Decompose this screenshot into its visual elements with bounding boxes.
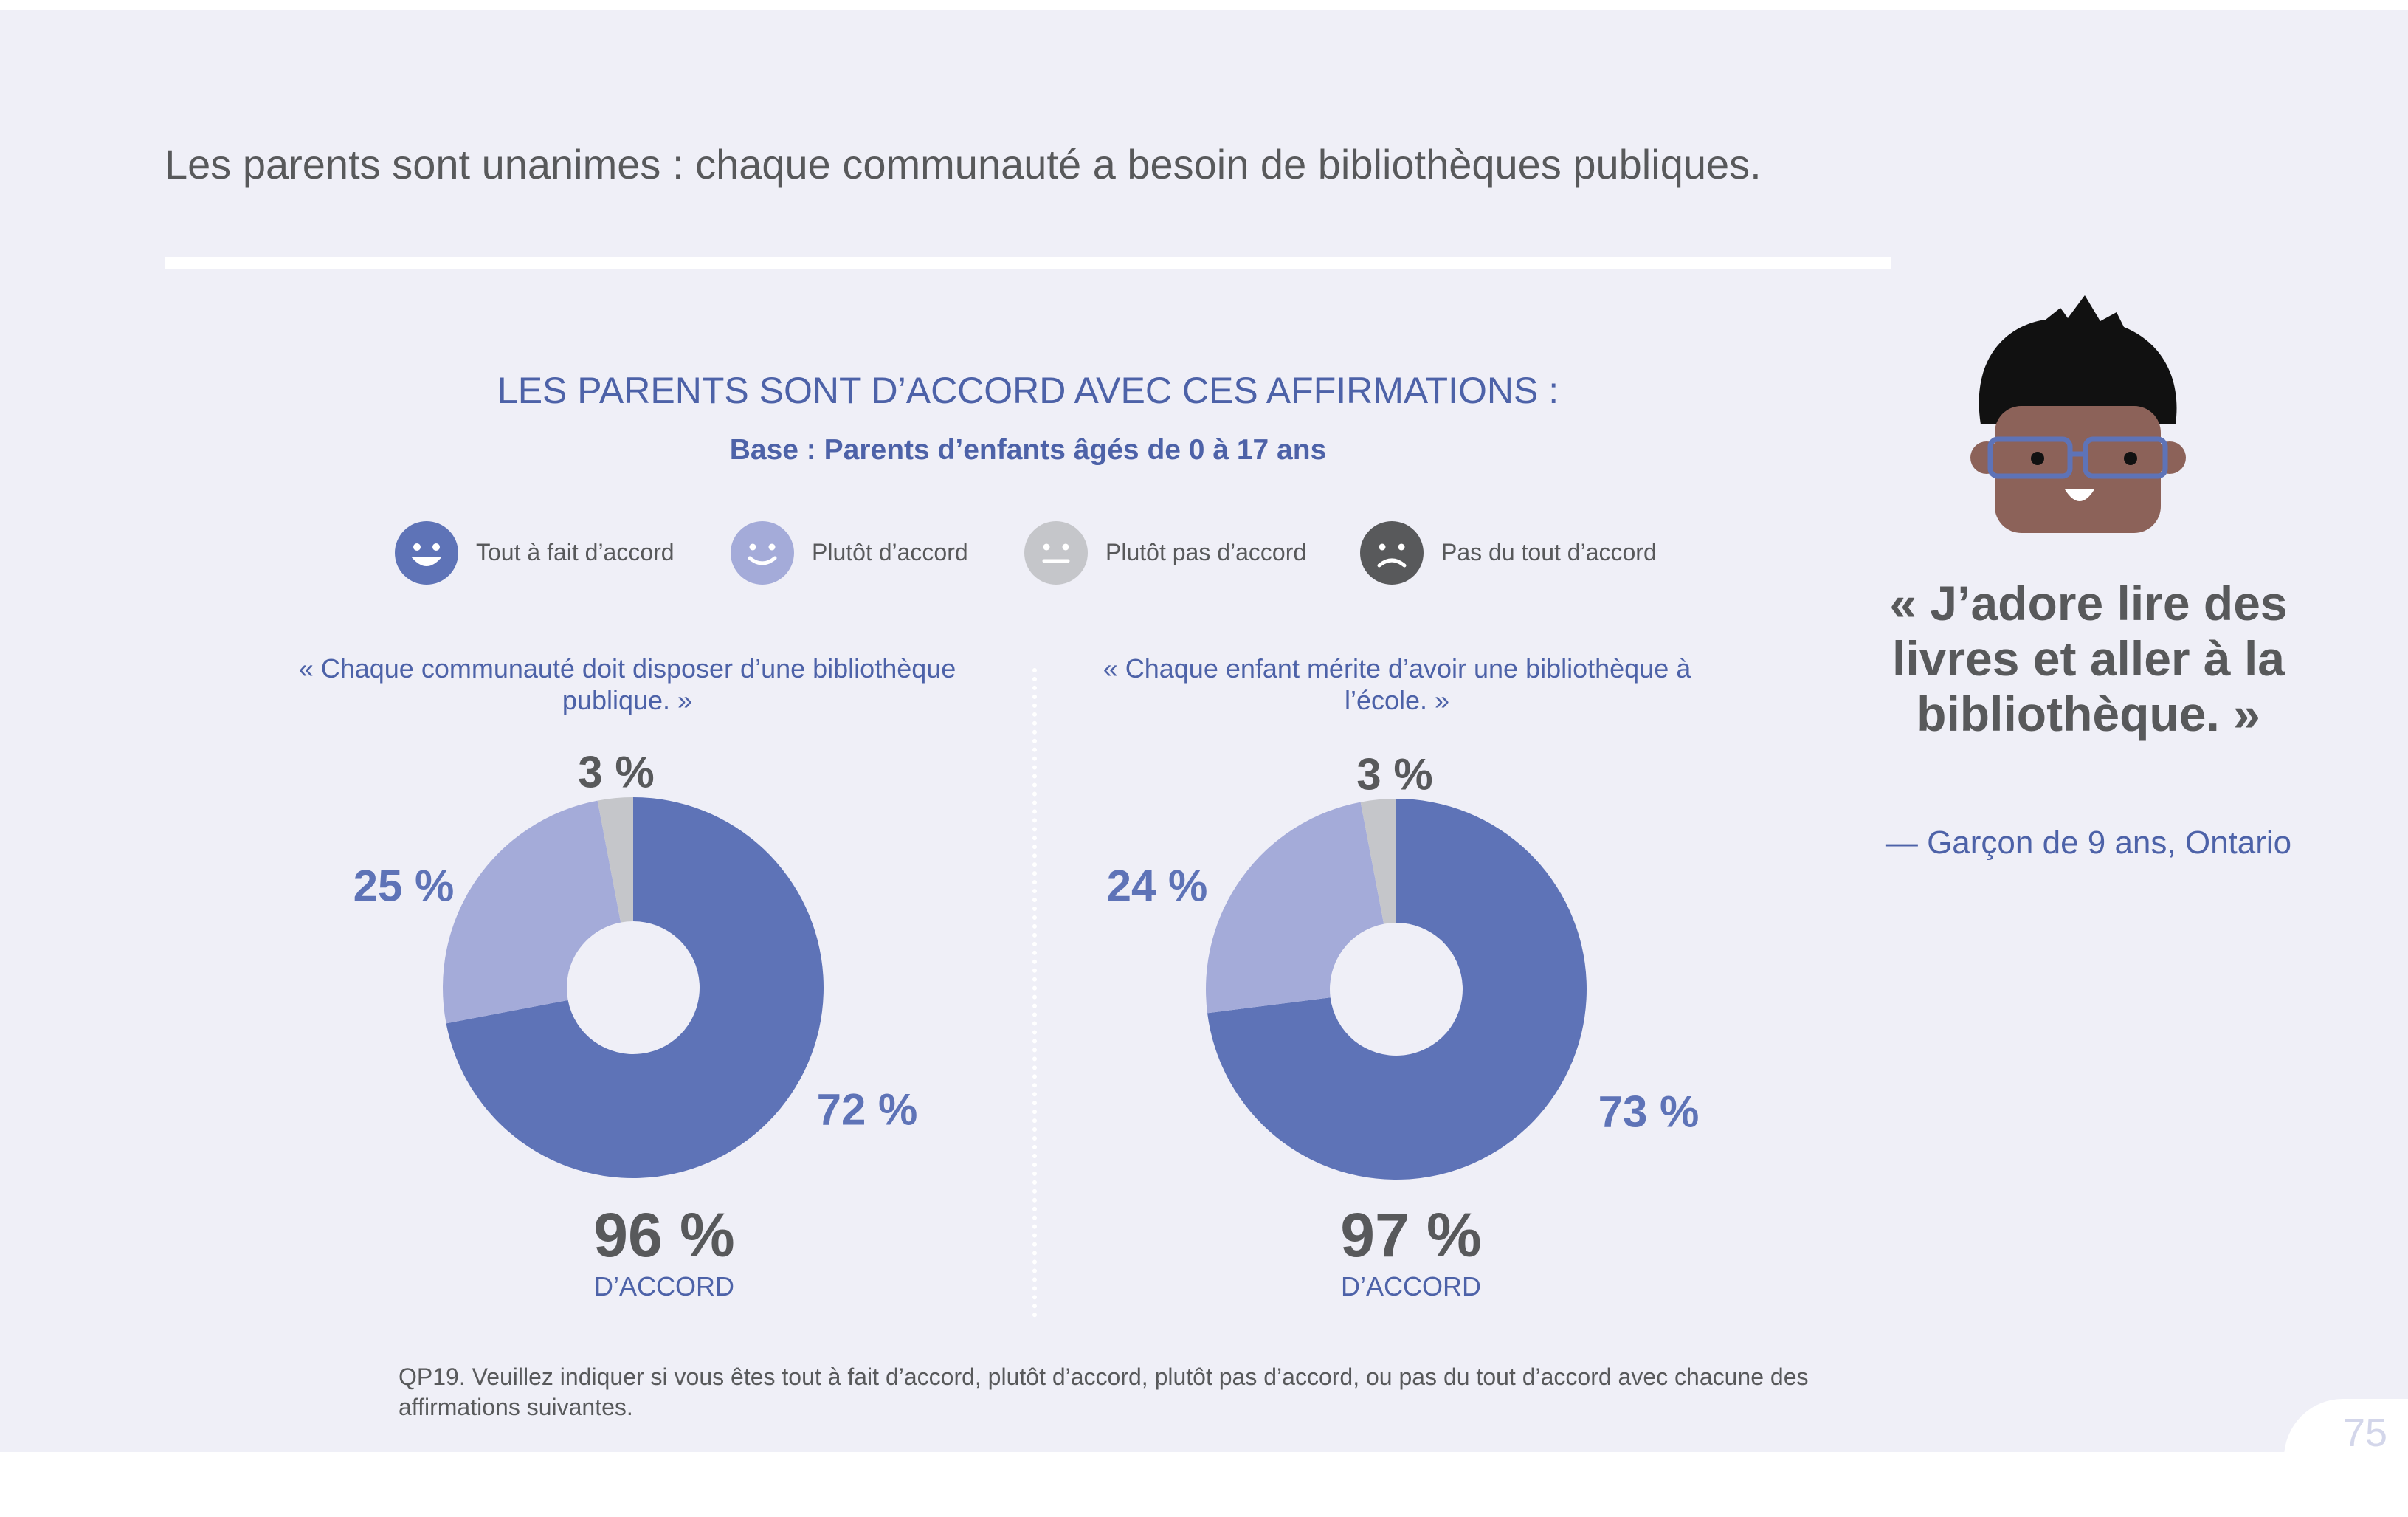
statement-1: « Chaque communauté doit disposer d’une … [298, 653, 956, 715]
total-agree-label: D’ACCORD [593, 1271, 734, 1301]
total-agree-value: 96 % [593, 1200, 735, 1270]
donut-segment-tout-a-fait [1207, 799, 1587, 1180]
donut-segment-plutot [1206, 802, 1384, 1014]
boy-with-glasses-avatar-icon [1970, 295, 2186, 533]
pct-label-plutot: 25 % [353, 861, 455, 911]
big-smile-face-icon [395, 521, 458, 585]
footnote: QP19. Veuillez indiquer si vous êtes tou… [399, 1363, 1809, 1420]
donut-segment-plutot-pas [1360, 799, 1396, 924]
statement-2: « Chaque enfant mérite d’avoir une bibli… [1103, 653, 1691, 715]
donut-segment-plutot [443, 800, 621, 1024]
neutral-face-icon [1024, 521, 1088, 585]
page-number: 75 [2343, 1411, 2388, 1455]
donut-segment-tout-a-fait [446, 797, 824, 1178]
page-background [0, 10, 2408, 1452]
legend-label: Tout à fait d’accord [476, 539, 675, 565]
total-agree-label: D’ACCORD [1340, 1271, 1481, 1301]
legend-label: Pas du tout d’accord [1441, 539, 1657, 565]
pct-label-tout-a-fait: 73 % [1598, 1087, 1700, 1137]
sad-face-icon [1360, 521, 1424, 585]
chart-subtitle: Base : Parents d’enfants âgés de 0 à 17 … [729, 434, 1327, 466]
chart-divider [1032, 668, 1037, 1318]
donut-segment-plutot-pas [597, 797, 633, 923]
pct-label-plutot-pas: 3 % [578, 747, 655, 797]
pct-label-plutot: 24 % [1106, 861, 1208, 911]
page-headline: Les parents sont unanimes : chaque commu… [165, 141, 1762, 188]
quote-attribution: — Garçon de 9 ans, Ontario [1885, 825, 2292, 861]
chart-title: LES PARENTS SONT D’ACCORD AVEC CES AFFIR… [497, 370, 1559, 411]
legend-label: Plutôt d’accord [812, 539, 968, 565]
pct-label-plutot-pas: 3 % [1356, 749, 1433, 799]
total-agree-value: 97 % [1340, 1200, 1482, 1270]
pct-label-tout-a-fait: 72 % [816, 1084, 918, 1135]
legend-label: Plutôt pas d’accord [1105, 539, 1307, 565]
donut-chart-2 [1206, 799, 1587, 1180]
headline-divider [165, 257, 1891, 269]
donut-chart-1 [443, 797, 824, 1178]
smile-face-icon [731, 521, 794, 585]
quote-text: « J’adore lire des livres et aller à la … [1889, 576, 2288, 741]
